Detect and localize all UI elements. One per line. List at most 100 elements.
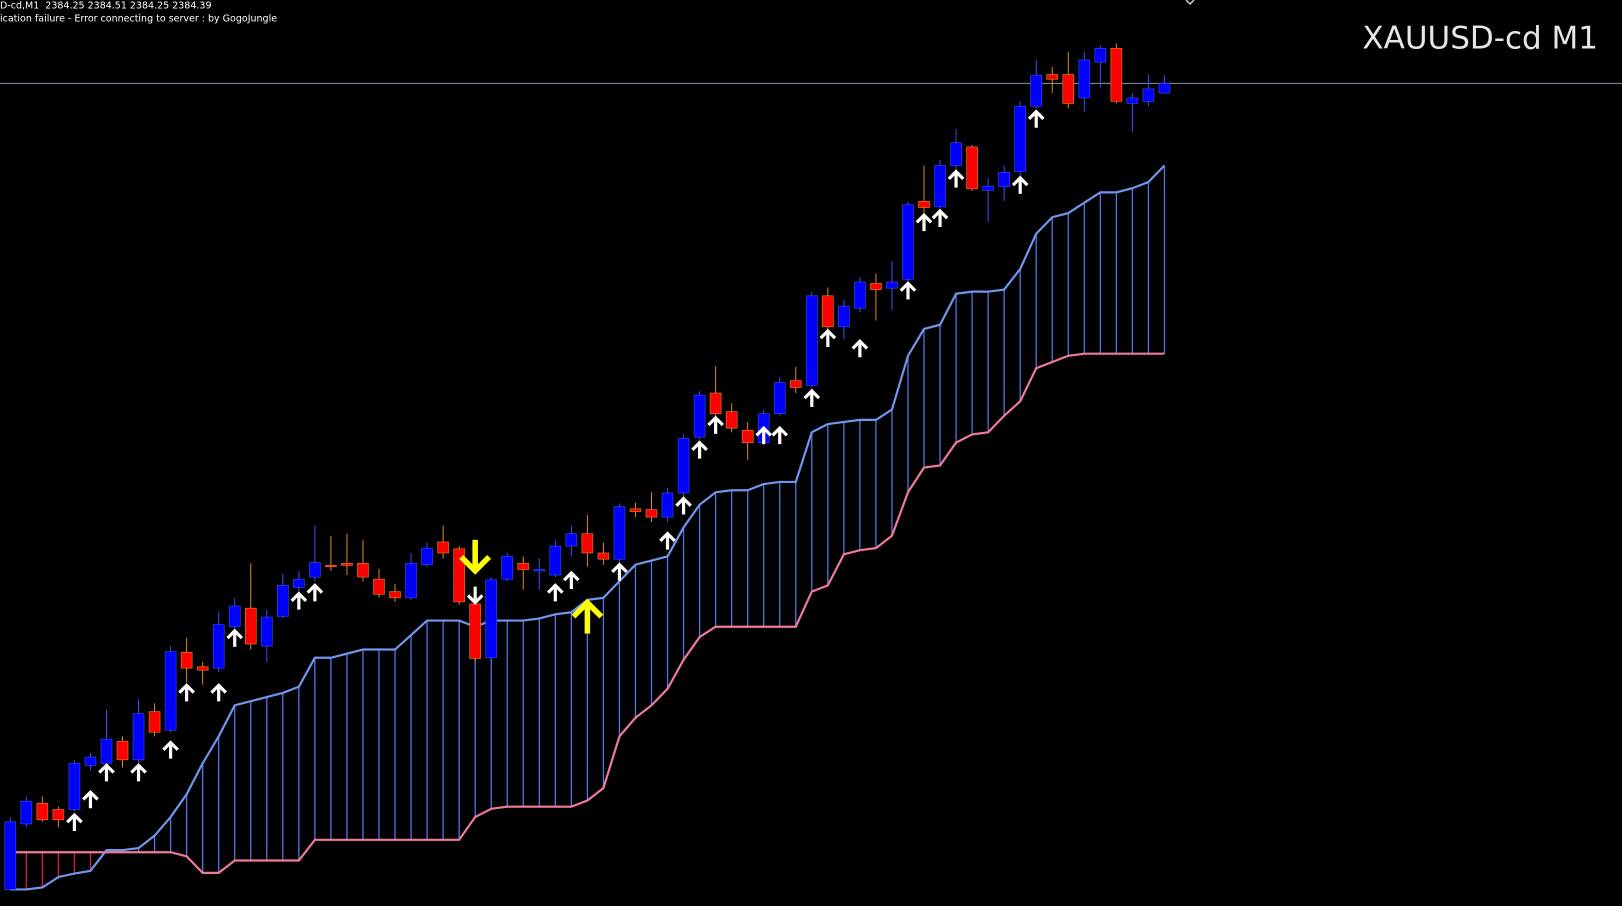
candle-body [613, 506, 626, 560]
candle-body [1014, 105, 1026, 172]
up-arrow [707, 415, 724, 434]
candle-body [196, 666, 209, 671]
up-arrow [98, 763, 115, 782]
candle-body [100, 738, 113, 764]
candle-body [309, 562, 321, 578]
candle-body [501, 556, 514, 580]
candle-body [277, 585, 289, 617]
candle-body [805, 295, 818, 386]
candle-body [212, 624, 225, 669]
candle-body [517, 563, 530, 570]
candle-body [132, 713, 145, 761]
candle-body [870, 283, 882, 290]
candle-body [918, 201, 930, 208]
arrow-layer [66, 109, 1045, 831]
candle-body [84, 756, 97, 766]
candle-body [773, 382, 786, 414]
candle-body [950, 142, 962, 166]
candle-body [116, 740, 129, 761]
candle-body [565, 533, 578, 547]
candle-body [1110, 47, 1123, 102]
candle-body [293, 578, 305, 588]
up-arrow [563, 570, 580, 589]
candle-body [693, 394, 706, 438]
candle-body [405, 563, 417, 599]
status-line: ication failure - Error connecting to se… [0, 14, 277, 25]
up-arrow [66, 812, 83, 831]
down-arrow [459, 539, 492, 575]
chart-title: XAUUSD-cd M1 [1362, 21, 1598, 57]
candle-body [966, 146, 978, 190]
candle-body [36, 802, 49, 821]
up-arrow [162, 740, 179, 759]
up-arrow [899, 281, 917, 300]
candle-body [437, 541, 449, 554]
up-arrow [947, 169, 965, 188]
up-arrow [755, 425, 773, 445]
up-arrow [130, 763, 147, 782]
candle-body [709, 392, 722, 414]
candle-body [822, 295, 834, 328]
candle-body [260, 616, 273, 647]
candle-body [886, 281, 898, 289]
candle-body [1158, 83, 1171, 94]
candle-body [661, 492, 674, 518]
candle-body [982, 185, 994, 191]
candle-body [389, 591, 401, 599]
up-arrow [571, 598, 604, 634]
candle-body [1062, 74, 1075, 104]
senkou-b-line [10, 352, 1165, 874]
candle-body [68, 762, 81, 810]
up-arrow [210, 683, 228, 702]
candle-body [645, 509, 658, 518]
candle-body [244, 607, 257, 645]
candle-body [838, 305, 850, 328]
up-arrow [915, 212, 933, 232]
candle-body [533, 569, 546, 572]
candle-body [597, 552, 610, 560]
up-arrow [290, 591, 308, 610]
up-arrow [1011, 175, 1029, 194]
candle-body [854, 281, 866, 309]
candle-body [453, 548, 465, 603]
candle-body [629, 508, 642, 512]
candle-body [421, 547, 433, 565]
candle-body [789, 380, 802, 388]
up-arrow [1027, 109, 1045, 128]
up-arrow [691, 440, 708, 459]
candle-body [1046, 74, 1059, 80]
info-line: D-cd,M1 2384.25 2384.51 2384.25 2384.39 [0, 1, 212, 12]
candle-body [52, 809, 65, 821]
candle-body [725, 411, 738, 429]
candle-layer [4, 43, 1171, 890]
candle-body [357, 563, 369, 578]
up-arrow [819, 328, 837, 347]
up-arrow [178, 683, 195, 702]
up-arrow [226, 628, 244, 647]
candle-body [677, 438, 690, 494]
down-arrow [466, 586, 484, 605]
up-arrow [659, 531, 676, 550]
up-arrow [851, 339, 869, 358]
up-arrow [675, 496, 692, 515]
candle-body [469, 603, 481, 659]
candle-body [1030, 74, 1043, 107]
candle-body [148, 711, 161, 733]
candle-body [1142, 88, 1155, 102]
up-arrow [803, 388, 821, 407]
up-arrow [306, 583, 324, 602]
up-arrow [82, 789, 99, 809]
candle-body [180, 651, 193, 669]
candle-body [228, 605, 241, 628]
candle-body [485, 579, 498, 659]
candle-body [1126, 97, 1139, 104]
candle-body [998, 172, 1010, 188]
candle-body [341, 563, 353, 566]
candle-body [164, 651, 177, 731]
candle-body [1094, 47, 1107, 63]
up-arrow [546, 583, 564, 602]
candle-body [741, 429, 754, 443]
